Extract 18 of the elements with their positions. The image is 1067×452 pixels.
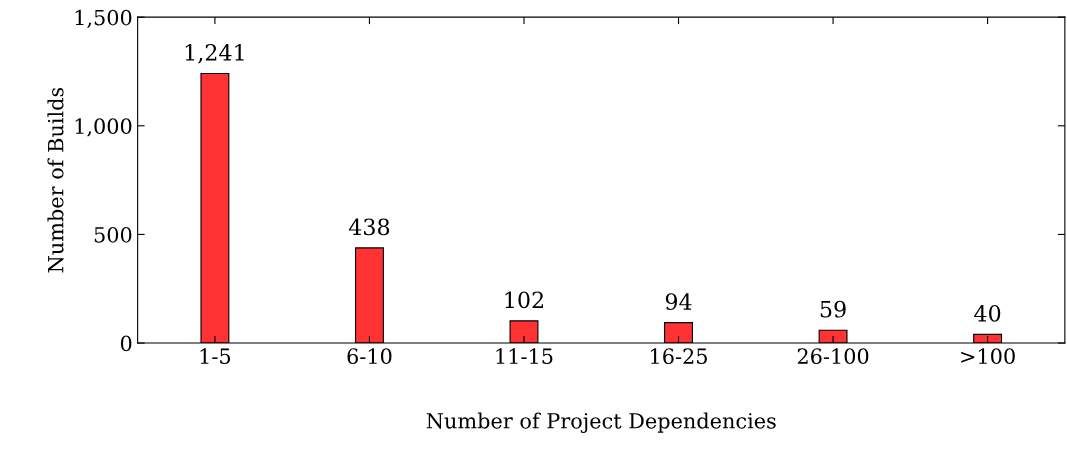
x-tick-label: 1-5 (200, 348, 231, 365)
data-label: 40 (974, 304, 1001, 322)
data-label: 94 (665, 293, 692, 311)
data-label: 438 (348, 218, 390, 236)
y-tick-label: 0 (120, 335, 132, 352)
y-axis-title: Number of Builds (47, 87, 64, 273)
data-label: 102 (505, 291, 544, 309)
y-tick-label: 1,000 (75, 118, 132, 137)
x-tick-label: 6-10 (347, 348, 392, 365)
x-tick-label: 11-15 (496, 348, 553, 365)
x-tick-label: 16-25 (651, 348, 707, 365)
x-tick-label: 26-100 (797, 348, 869, 365)
x-tick-label: >100 (961, 348, 1015, 365)
y-tick-label: 500 (94, 226, 132, 243)
data-label: 59 (820, 300, 846, 318)
data-label: 1,241 (185, 44, 244, 64)
x-axis-title: Number of Project Dependencies (426, 412, 776, 433)
y-tick-label: 1,500 (75, 9, 132, 28)
